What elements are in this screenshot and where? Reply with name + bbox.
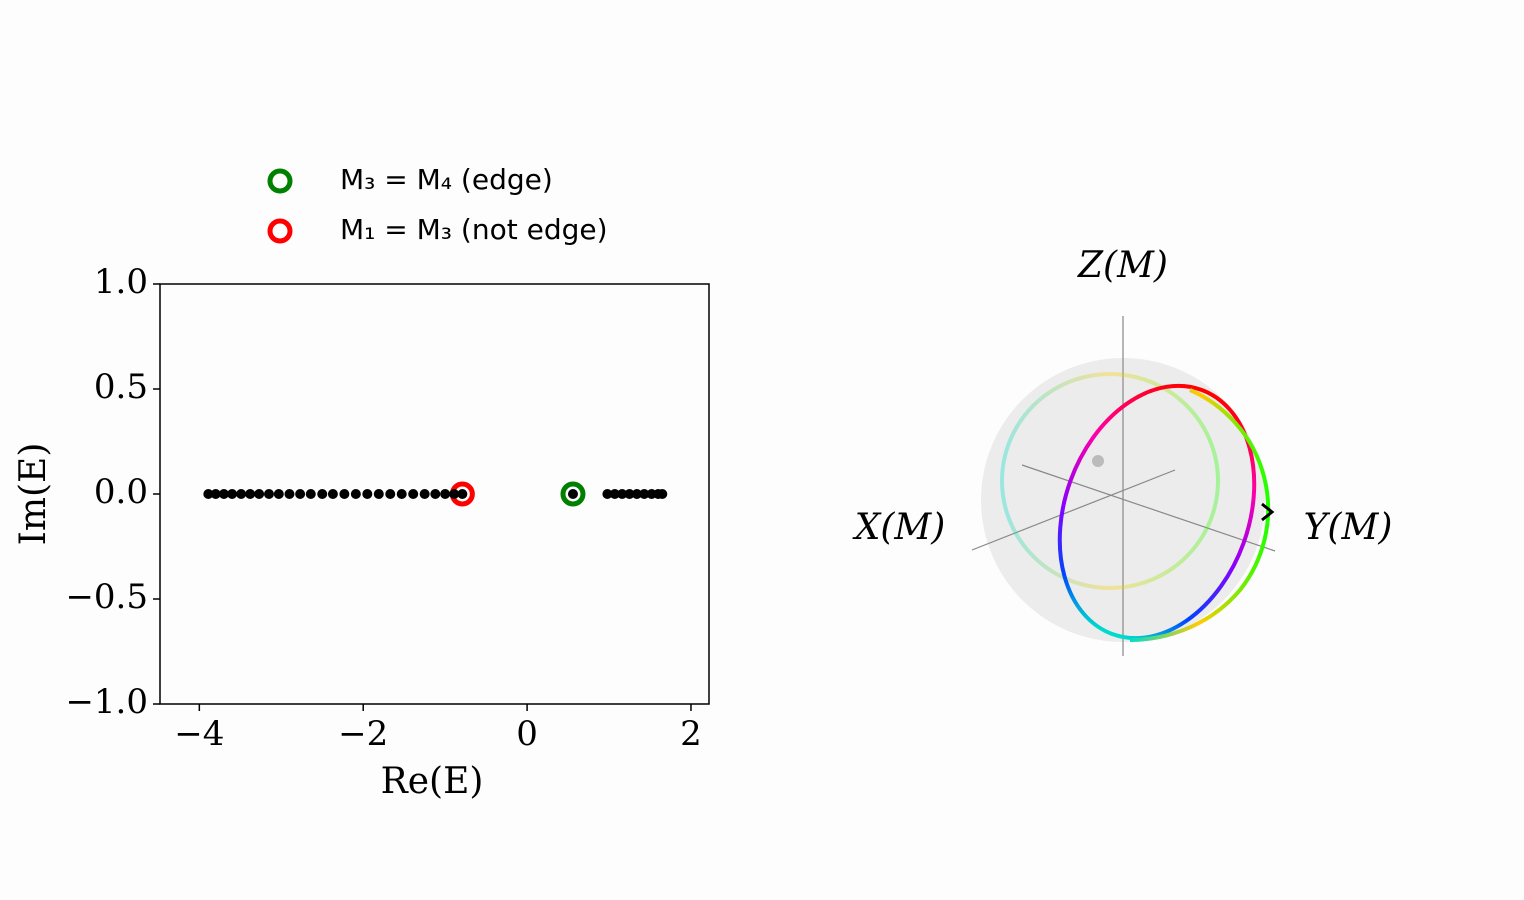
point bbox=[602, 489, 613, 499]
ring-point bbox=[560, 481, 586, 507]
bloch-sphere: Z(M) X(M) Y(M) bbox=[852, 245, 1393, 656]
point bbox=[408, 489, 419, 499]
y-tick-label: 1.0 bbox=[94, 262, 148, 302]
x-tick-label: −2 bbox=[338, 714, 388, 754]
legend-marker bbox=[267, 218, 293, 244]
point bbox=[609, 489, 620, 499]
point bbox=[350, 489, 361, 499]
point bbox=[254, 489, 265, 499]
point bbox=[284, 489, 295, 499]
legend-label: M₃ = M₄ (edge) bbox=[340, 163, 553, 196]
y-tick-label: 0.0 bbox=[94, 472, 148, 512]
legend-label: M₁ = M₃ (not edge) bbox=[340, 213, 608, 246]
point bbox=[396, 489, 407, 499]
x-tick-label: 2 bbox=[680, 714, 702, 754]
point bbox=[227, 489, 238, 499]
point bbox=[236, 489, 247, 499]
point bbox=[295, 489, 306, 499]
trajectory bbox=[1057, 383, 1257, 641]
trajectory-back bbox=[1000, 372, 1220, 590]
y-axis-label: Im(E) bbox=[13, 443, 54, 546]
y-axis bbox=[1021, 464, 1276, 552]
x-axis bbox=[971, 469, 1176, 551]
point bbox=[1092, 455, 1104, 467]
point bbox=[305, 489, 316, 499]
point bbox=[373, 489, 384, 499]
y-label: Y(M) bbox=[1304, 507, 1393, 548]
point bbox=[203, 489, 214, 499]
point bbox=[317, 489, 328, 499]
point bbox=[657, 489, 668, 499]
y-tick-label: −0.5 bbox=[65, 577, 148, 617]
point bbox=[385, 489, 396, 499]
y-tick-label: −1.0 bbox=[65, 682, 148, 722]
z-label: Z(M) bbox=[1077, 245, 1168, 286]
point bbox=[263, 489, 274, 499]
x-axis-label: Re(E) bbox=[381, 761, 484, 802]
point bbox=[430, 489, 441, 499]
x-tick-label: −4 bbox=[174, 714, 224, 754]
marker bbox=[1261, 502, 1275, 522]
point bbox=[339, 489, 350, 499]
point bbox=[631, 489, 642, 499]
point bbox=[362, 489, 373, 499]
point bbox=[419, 489, 430, 499]
y-tick-label: 0.5 bbox=[94, 367, 148, 407]
point bbox=[457, 489, 468, 499]
point bbox=[567, 489, 578, 499]
trajectory-front bbox=[1129, 388, 1271, 642]
x-tick-label: 0 bbox=[516, 714, 538, 754]
point bbox=[218, 489, 229, 499]
point bbox=[449, 489, 460, 499]
point bbox=[327, 489, 338, 499]
x-label: X(M) bbox=[852, 507, 946, 548]
point bbox=[273, 489, 284, 499]
point bbox=[440, 489, 451, 499]
point bbox=[624, 489, 635, 499]
point bbox=[639, 489, 650, 499]
point bbox=[210, 489, 221, 499]
point bbox=[617, 489, 628, 499]
legend-marker bbox=[267, 168, 293, 194]
point bbox=[245, 489, 256, 499]
